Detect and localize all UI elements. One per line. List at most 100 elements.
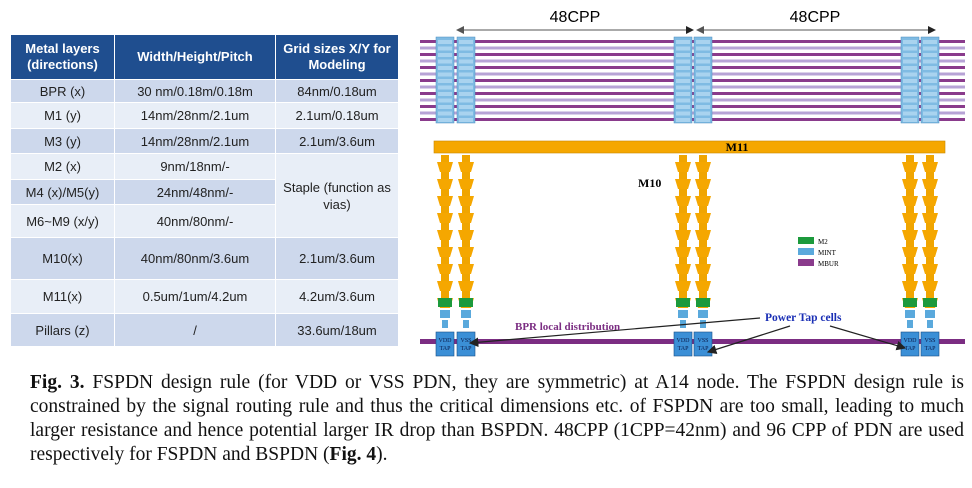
pillar-via (906, 155, 914, 162)
metal-stripe (420, 40, 965, 43)
table-body: BPR (x) 30 nm/0.18m/0.18m 84nm/0.18um M1 (y… (10, 79, 399, 347)
pillar-via (679, 172, 687, 179)
tap-cell (696, 105, 710, 109)
pillar-segment (902, 247, 918, 257)
m2-staple (903, 298, 917, 307)
m10-label: M10 (638, 176, 661, 190)
caption-ref: Fig. 4 (329, 444, 377, 465)
pillar-segment (458, 230, 474, 240)
table-cell: Pillars (z) (10, 313, 115, 347)
pillar-segment (675, 162, 691, 172)
pillar-segment (675, 264, 691, 274)
tap-cell (459, 72, 473, 77)
pillar-segment (902, 213, 918, 223)
mint (907, 320, 913, 328)
tap-cell (903, 46, 917, 51)
tap-cell (923, 66, 937, 70)
pillar-segment (458, 162, 474, 172)
tap-cell (438, 53, 452, 57)
pillar-segment (695, 213, 711, 223)
m2-staple (696, 298, 710, 307)
pillar-segment (695, 264, 711, 274)
power-tap-label: Power Tap cells (765, 312, 842, 324)
metal-stripe (420, 66, 965, 69)
table-row: M1 (y) 14nm/28nm/2.1um 2.1um/0.18um (10, 102, 399, 129)
pillar-segment (458, 196, 474, 206)
table-cell: 14nm/28nm/2.1um (114, 102, 276, 129)
tap-box (920, 331, 940, 357)
table-cell: M2 (x) (10, 153, 115, 180)
pillar-segment (695, 179, 711, 189)
bpr-rail (420, 339, 965, 344)
table-row: M2 (x) 9nm/18nm/- Staple (function as vias… (10, 153, 399, 238)
pillar-via (462, 240, 470, 247)
pillar-segment (437, 247, 453, 257)
pillar-segment (902, 196, 918, 206)
tap-cell (459, 40, 473, 44)
tap-cell (903, 72, 917, 77)
tap-cell (696, 92, 710, 96)
tap-cell (903, 40, 917, 44)
pillar-via (441, 223, 449, 230)
pillar-segment (922, 281, 938, 291)
table-cell: 40nm/80nm/- (114, 204, 276, 238)
pillar-via (441, 274, 449, 281)
pillar-via (679, 291, 687, 298)
pillar-segment (922, 213, 938, 223)
pillar-via (926, 223, 934, 230)
table-cell: 2.1um/0.18um (275, 102, 399, 129)
tap-cell (676, 111, 690, 116)
tap-cell (676, 79, 690, 83)
m2-staple (676, 298, 690, 307)
tap-cell (923, 105, 937, 109)
pillar-via (926, 240, 934, 247)
table-row: M11(x) 0.5um/1um/4.2um 4.2um/3.6um (10, 279, 399, 314)
tap-cell (696, 98, 710, 103)
table-cell: 2.1um/3.6um (275, 128, 399, 154)
pillar-via (926, 291, 934, 298)
header-cell: Grid sizes X/Y for Modeling (275, 34, 399, 80)
pillar-via (699, 240, 707, 247)
pointer-arrow (706, 325, 791, 355)
tap-cell (923, 59, 937, 64)
tap-cell (903, 66, 917, 70)
pillar-via (462, 274, 470, 281)
pillar-via (679, 240, 687, 247)
tap-label: TAP (698, 346, 710, 352)
table-cell: Staple (function as vias) (275, 153, 399, 238)
tap-cell (459, 79, 473, 83)
tap-cell (438, 98, 452, 103)
tap-cell (903, 92, 917, 96)
caption-end: ). (376, 444, 388, 465)
pillar-via (462, 257, 470, 264)
pitch-label: 48CPP (550, 9, 601, 26)
metal-stripe (420, 98, 965, 102)
tap-cell (903, 105, 917, 109)
pillar-segment (458, 213, 474, 223)
table-cell: / (114, 313, 276, 347)
pillar-via (679, 189, 687, 196)
mint (905, 310, 915, 318)
pointer-arrow (829, 325, 907, 351)
tap-cell (696, 40, 710, 44)
table-cell: M4 (x)/M5(y) (10, 179, 115, 205)
pillar-segment (675, 213, 691, 223)
pillar-via (462, 206, 470, 213)
pillar-segment (675, 247, 691, 257)
pillar-via (906, 291, 914, 298)
pillar-segment (437, 264, 453, 274)
metal-stripe (420, 92, 965, 95)
tap-cell (923, 98, 937, 103)
tap-cell (676, 53, 690, 57)
metal-stripe (420, 79, 965, 82)
pillar-segment (458, 264, 474, 274)
tap-cell (459, 53, 473, 57)
tap-cell (438, 40, 452, 44)
pillar-via (679, 274, 687, 281)
tap-cell (923, 53, 937, 57)
pitch-label: 48CPP (790, 9, 841, 26)
table-cell: 14nm/28nm/2.1um (114, 128, 276, 154)
pillar-segment (437, 179, 453, 189)
tap-cell (903, 85, 917, 90)
